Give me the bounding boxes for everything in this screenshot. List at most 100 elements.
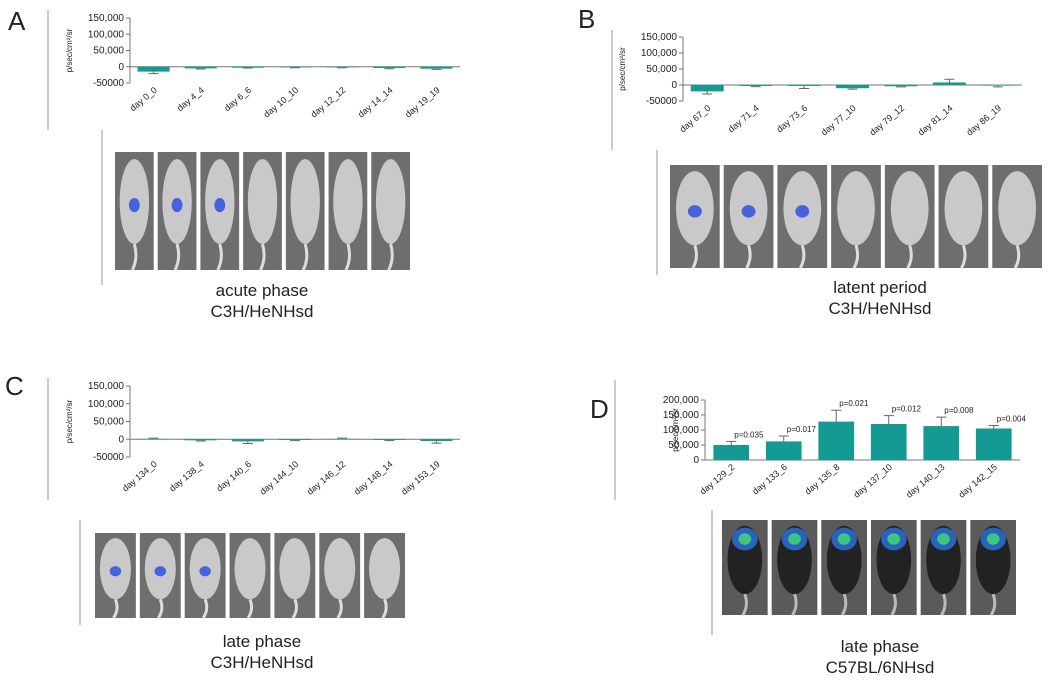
x-tick-label: day 133_6 <box>750 462 789 497</box>
mouse-tail <box>301 243 309 271</box>
y-tick-label: -50000 <box>93 452 125 463</box>
bar <box>690 85 724 92</box>
mouse-body <box>290 159 320 245</box>
bar <box>326 66 359 68</box>
x-tick-label: day 12_12 <box>309 85 348 120</box>
bar <box>231 439 264 442</box>
mouse-tail <box>840 593 848 616</box>
error-bar <box>847 88 858 90</box>
signal <box>128 198 140 213</box>
mouse-tail <box>940 593 947 616</box>
bar <box>818 421 855 460</box>
error-bar <box>936 416 947 427</box>
y-tick-label: 100,000 <box>88 399 125 410</box>
p-value: p=0.021 <box>839 399 869 408</box>
mouse-tail <box>259 243 266 271</box>
x-tick-label: day 140_6 <box>215 459 254 494</box>
y-axis-label: p/sec/cm²/sr <box>65 399 74 443</box>
error-bar <box>337 437 348 439</box>
bar <box>975 428 1012 460</box>
p-value: p=0.004 <box>997 415 1027 424</box>
x-tick-label: day 144_10 <box>258 459 300 497</box>
mouse-tail <box>131 243 138 271</box>
error-bar <box>242 441 253 445</box>
caption: latent period <box>833 278 927 297</box>
x-tick-label: day 148_14 <box>352 459 394 497</box>
x-tick-label: day 142_15 <box>957 462 999 500</box>
x-tick-label: day 73_6 <box>775 103 810 134</box>
bar <box>278 439 312 440</box>
mouse-body <box>247 159 278 245</box>
y-tick-label: -50000 <box>646 96 678 107</box>
error-bar <box>750 85 761 88</box>
signal <box>937 533 950 545</box>
caption: late phase <box>223 632 301 651</box>
mouse-body <box>333 159 363 245</box>
mouse-tail <box>246 598 254 619</box>
mouse-tail <box>216 243 223 271</box>
error-bar <box>290 439 300 442</box>
y-tick-label: 200,000 <box>663 395 700 406</box>
caption: C3H/HeNHsd <box>211 302 314 321</box>
bar <box>184 439 217 441</box>
mouse-tail <box>906 244 913 269</box>
bar <box>765 441 802 460</box>
y-tick-label: 50,000 <box>93 417 124 428</box>
x-tick-label: day 71_4 <box>726 103 761 134</box>
mouse-tail <box>852 244 860 269</box>
x-tick-label: day 79_12 <box>868 103 907 138</box>
caption: acute phase <box>216 281 309 300</box>
panel-label: D <box>590 394 609 424</box>
error-bar <box>726 440 737 445</box>
mouse-body <box>369 538 401 600</box>
y-tick-label: 0 <box>693 455 699 466</box>
x-tick-label: day 77_10 <box>819 103 858 138</box>
y-axis-label: p/sec/cm²/sr <box>618 47 627 91</box>
signal <box>109 566 122 577</box>
bar <box>278 66 312 68</box>
bar <box>870 424 907 460</box>
bar <box>884 85 918 87</box>
y-tick-label: 100,000 <box>88 29 125 40</box>
bar <box>373 439 406 440</box>
mouse-tail <box>890 593 897 616</box>
x-tick-label: day 86_19 <box>964 103 1003 138</box>
panel-label: A <box>8 6 26 36</box>
y-tick-label: 0 <box>671 80 677 91</box>
bar <box>137 438 170 440</box>
mouse-tail <box>291 598 298 619</box>
x-tick-label: day 129_2 <box>698 462 737 497</box>
y-tick-label: -50000 <box>93 78 125 89</box>
signal <box>171 198 183 213</box>
error-bar <box>944 78 955 83</box>
y-tick-label: 150,000 <box>663 410 700 421</box>
mouse-tail <box>741 593 748 616</box>
mouse-body <box>998 171 1037 246</box>
error-bar <box>148 71 159 75</box>
y-tick-label: 50,000 <box>93 46 124 57</box>
x-tick-label: day 146_12 <box>305 459 347 497</box>
error-bar <box>702 91 713 95</box>
mouse-tail <box>691 244 698 269</box>
error-bar <box>195 68 206 70</box>
x-tick-label: day 140_13 <box>904 462 946 500</box>
x-tick-label: day 137_10 <box>852 462 894 500</box>
mouse-tail <box>381 598 388 619</box>
mouse-tail <box>989 593 997 616</box>
bar <box>713 445 750 460</box>
mouse-tail <box>1013 244 1021 269</box>
mouse-tail <box>336 598 343 619</box>
mouse-tail <box>745 244 752 269</box>
mouse-tail <box>798 244 806 269</box>
signal <box>788 533 801 545</box>
mouse-body <box>279 538 311 600</box>
error-bar <box>431 68 442 70</box>
bar <box>184 66 217 69</box>
error-bar <box>431 441 442 444</box>
mouse-body <box>890 171 929 246</box>
caption: C57BL/6NHsd <box>826 658 935 677</box>
x-tick-label: day 10_10 <box>262 85 301 120</box>
y-tick-label: 0 <box>118 434 124 445</box>
signal <box>214 198 226 213</box>
